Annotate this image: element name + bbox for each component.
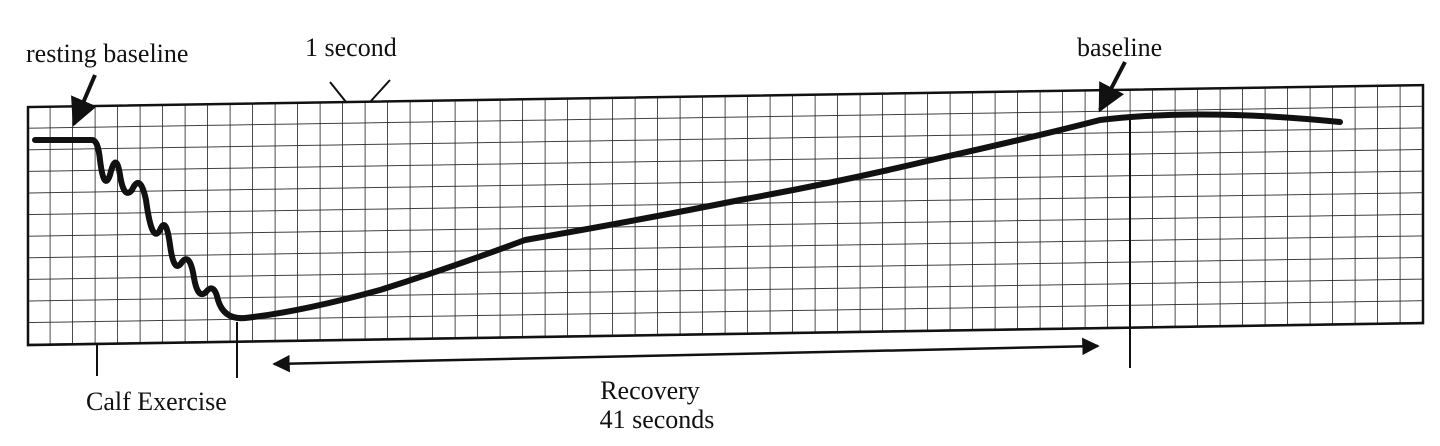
trace bbox=[32, 111, 1343, 322]
label: 1 second bbox=[305, 33, 397, 62]
label: resting baseline bbox=[26, 39, 188, 68]
bracket bbox=[329, 79, 391, 103]
arrow bbox=[71, 74, 97, 127]
label: Calf Exercise bbox=[86, 387, 227, 416]
arrow bbox=[1098, 61, 1127, 113]
label: baseline bbox=[1077, 33, 1162, 62]
label: 41 seconds bbox=[600, 405, 715, 434]
label: Recovery bbox=[600, 376, 700, 405]
grid bbox=[26, 83, 1425, 347]
chart-paper bbox=[26, 83, 1425, 347]
recovery-arrow bbox=[272, 337, 1100, 373]
